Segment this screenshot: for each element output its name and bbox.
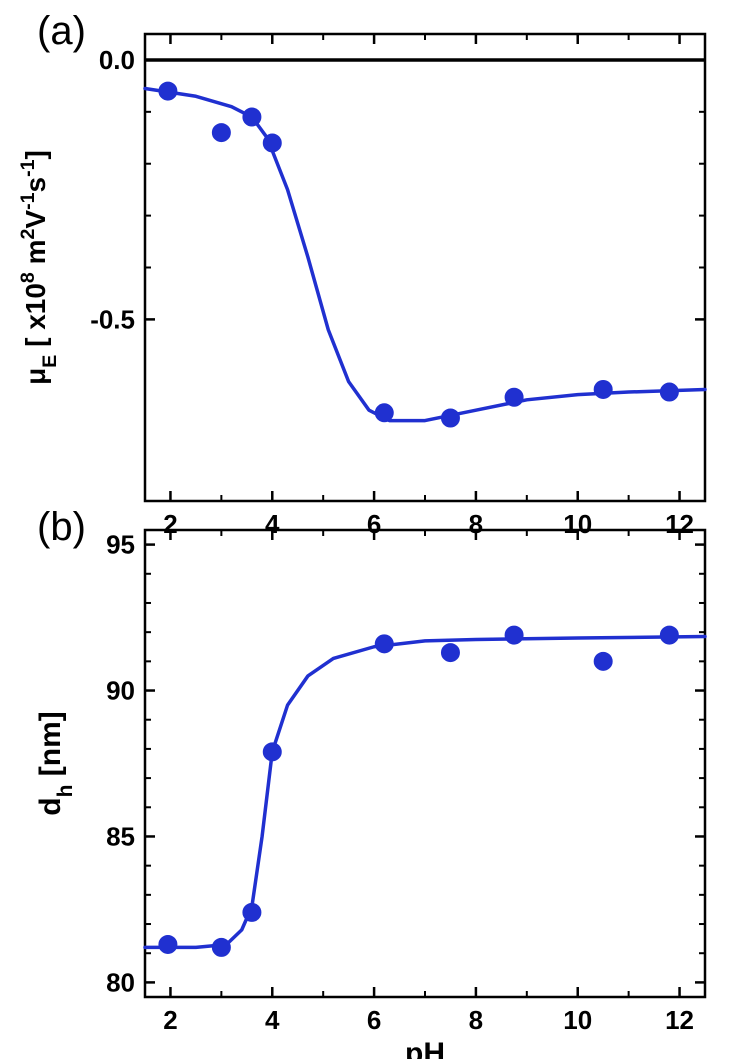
fit-curve [145,88,705,420]
x-tick-label: 6 [367,1005,381,1035]
y-tick-label: 0.0 [99,45,135,75]
y-axis-label-b: dh [nm] [34,711,77,815]
data-point [441,409,459,427]
x-tick-label: 12 [665,1005,694,1035]
data-point [243,903,261,921]
data-point [159,935,177,953]
x-tick-label: 4 [265,1005,280,1035]
data-point [660,383,678,401]
panel-label: (a) [37,9,86,53]
data-point [159,82,177,100]
data-point [243,108,261,126]
plot-frame [145,530,705,997]
data-point [375,404,393,422]
svg-text:dh [nm]: dh [nm] [34,711,77,815]
x-tick-label: 2 [163,1005,177,1035]
x-tick-label: 8 [469,1005,483,1035]
y-tick-label: 85 [106,822,135,852]
y-tick-label: 90 [106,676,135,706]
data-point [263,134,281,152]
x-axis-label: pH [405,1037,445,1059]
figure-container: 246810120.0-0.5(a)μE [ x108 m2V-1s-1]246… [0,0,736,1059]
data-point [212,938,230,956]
data-point [594,380,612,398]
data-point [594,652,612,670]
svg-text:μE [ x108 m2V-1s-1]: μE [ x108 m2V-1s-1] [17,150,61,385]
y-tick-label: -0.5 [90,304,135,334]
data-point [660,626,678,644]
data-point [505,388,523,406]
data-point [375,635,393,653]
data-point [505,626,523,644]
data-point [212,124,230,142]
panel-label: (b) [37,505,86,549]
data-point [441,644,459,662]
x-tick-label: 10 [563,1005,592,1035]
fit-curve [145,637,705,948]
y-tick-label: 95 [106,530,135,560]
data-point [263,743,281,761]
plot-frame [145,34,705,501]
y-tick-label: 80 [106,968,135,998]
chart-svg: 246810120.0-0.5(a)μE [ x108 m2V-1s-1]246… [0,0,736,1059]
y-axis-label-a: μE [ x108 m2V-1s-1] [17,150,61,385]
